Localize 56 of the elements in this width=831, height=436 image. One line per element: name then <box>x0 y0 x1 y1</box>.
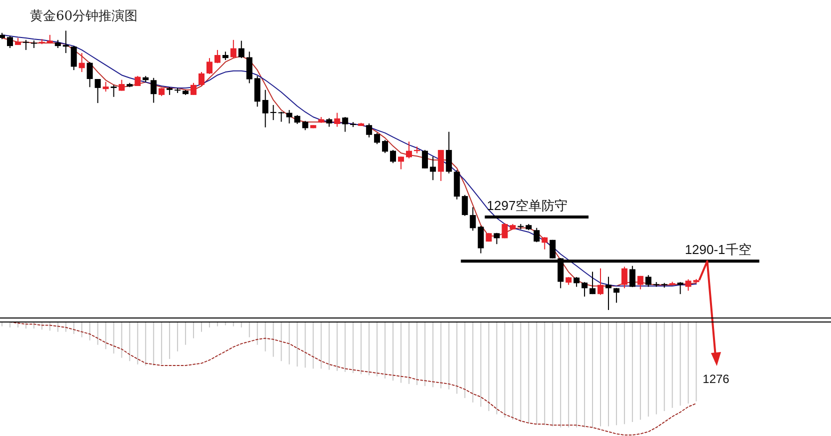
candlestick <box>286 110 292 124</box>
candlestick <box>190 82 197 96</box>
candlestick <box>262 89 268 128</box>
candlestick <box>613 287 620 304</box>
candlestick <box>270 104 276 121</box>
candlestick <box>677 282 684 295</box>
candlestick <box>62 30 69 54</box>
candlestick <box>621 266 628 289</box>
candlestick <box>366 122 372 138</box>
candlestick <box>246 51 252 84</box>
candlestick <box>430 156 436 181</box>
candlestick <box>398 156 404 170</box>
text: 1276 <box>702 372 730 386</box>
candlestick <box>374 132 380 145</box>
candlestick <box>70 46 77 71</box>
candlestick <box>334 112 340 128</box>
candlestick <box>150 77 157 104</box>
candlestick <box>685 278 692 292</box>
candlestick <box>382 139 388 154</box>
candlestick <box>230 39 236 59</box>
candlestick <box>574 276 580 288</box>
candlestick <box>637 275 644 290</box>
candlestick <box>94 78 101 104</box>
candlestick <box>22 39 29 50</box>
candlestick <box>478 225 484 254</box>
candlestick <box>446 131 452 174</box>
candlestick <box>462 194 468 216</box>
candlestick <box>542 236 548 250</box>
candlestick <box>278 111 284 122</box>
candlestick <box>198 72 204 86</box>
candlestick <box>254 75 260 108</box>
candlestick <box>598 268 604 296</box>
candlestick <box>438 149 444 182</box>
candlestick <box>102 81 109 92</box>
candlestick <box>629 265 636 288</box>
candlestick <box>590 271 596 295</box>
candlestick <box>78 52 85 73</box>
candlestick <box>582 282 588 298</box>
candlestick <box>238 40 244 59</box>
candlestick <box>605 276 612 310</box>
candlestick <box>534 227 540 243</box>
candlestick <box>86 61 93 88</box>
candlestick <box>110 84 117 98</box>
candlestick <box>502 222 508 239</box>
ref-line-label: 1297空单防守 <box>486 198 568 213</box>
candlestick <box>206 58 212 74</box>
candlestick <box>422 149 428 169</box>
candlestick <box>406 141 412 159</box>
candlestick <box>645 274 652 288</box>
chart-title: 黄金60分钟推演图 <box>30 9 138 24</box>
candlestick <box>6 36 13 49</box>
candlestick <box>470 206 476 232</box>
candlestick <box>214 49 220 64</box>
candlestick <box>342 116 348 132</box>
candlestick <box>390 149 396 164</box>
ref-line-label: 1290-1千空 <box>684 242 752 258</box>
